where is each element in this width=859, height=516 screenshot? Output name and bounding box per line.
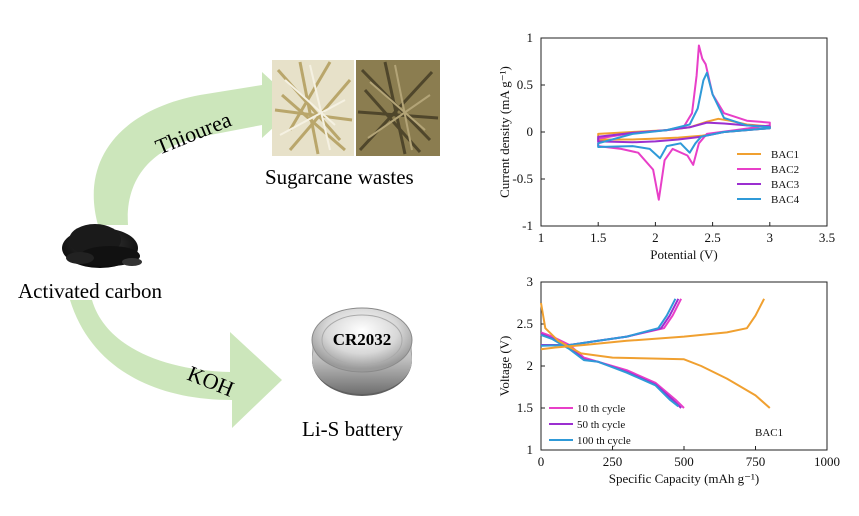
chart-annotation: BAC1 (755, 427, 783, 439)
thiourea-arrow (93, 72, 298, 225)
legend-label: BAC1 (771, 149, 799, 161)
y-tick-label: -1 (522, 218, 533, 233)
x-tick-label: 750 (746, 454, 766, 469)
y-tick-label: 0 (527, 124, 534, 139)
y-tick-label: 1 (527, 442, 534, 457)
x-tick-label: 1 (538, 230, 545, 245)
y-tick-label: 1.5 (517, 400, 533, 415)
x-tick-label: 3.5 (819, 230, 835, 245)
legend-label: 50 th cycle (577, 419, 625, 431)
cv-chart: 1 1.5 2 2.5 3 3.5 1 0.5 0 -0.5 -1 Potential (V) Curr… (497, 30, 835, 262)
x-axis-label: Potential (V) (650, 247, 718, 262)
legend-label: BAC2 (771, 164, 799, 176)
charge-discharge-chart: 0 250 500 750 1000 3 2.5 2 1.5 1 Specific Capacity… (497, 274, 840, 486)
coin-cell-battery-image (311, 307, 413, 396)
battery-label: Li-S battery (302, 417, 403, 441)
series-line (597, 71, 771, 160)
y-tick-label: -0.5 (512, 171, 533, 186)
legend-label: BAC3 (771, 179, 800, 191)
activated-carbon-image (62, 224, 142, 268)
legend-label: 10 th cycle (577, 403, 625, 415)
x-tick-label: 1.5 (590, 230, 606, 245)
x-tick-label: 2.5 (704, 230, 720, 245)
koh-arrow (70, 300, 282, 428)
sugarcane-waste-image (272, 60, 440, 156)
legend-label: 100 th cycle (577, 435, 631, 447)
x-tick-label: 2 (652, 230, 659, 245)
schematic: Thiourea KOH Activated carbon (18, 60, 440, 441)
x-tick-label: 3 (767, 230, 774, 245)
sugarcane-label: Sugarcane wastes (265, 165, 414, 189)
y-axis-label: Current density (mA g⁻¹) (497, 66, 512, 198)
series-line (540, 298, 682, 409)
legend-label: BAC4 (771, 194, 800, 206)
y-tick-label: 3 (527, 274, 534, 289)
x-tick-label: 1000 (814, 454, 840, 469)
y-tick-label: 2.5 (517, 316, 533, 331)
x-axis-label: Specific Capacity (mAh g⁻¹) (609, 471, 759, 486)
coin-cell-text: CR2032 (333, 330, 392, 349)
y-tick-label: 2 (527, 358, 534, 373)
y-axis-label: Voltage (V) (497, 336, 512, 397)
y-tick-label: 1 (527, 30, 534, 45)
x-tick-label: 0 (538, 454, 545, 469)
series-line (540, 298, 771, 409)
series-line (597, 44, 771, 201)
x-tick-label: 250 (603, 454, 623, 469)
series-line (540, 298, 679, 408)
activated-carbon-label: Activated carbon (18, 279, 163, 303)
x-tick-label: 500 (674, 454, 694, 469)
y-tick-label: 0.5 (517, 77, 533, 92)
